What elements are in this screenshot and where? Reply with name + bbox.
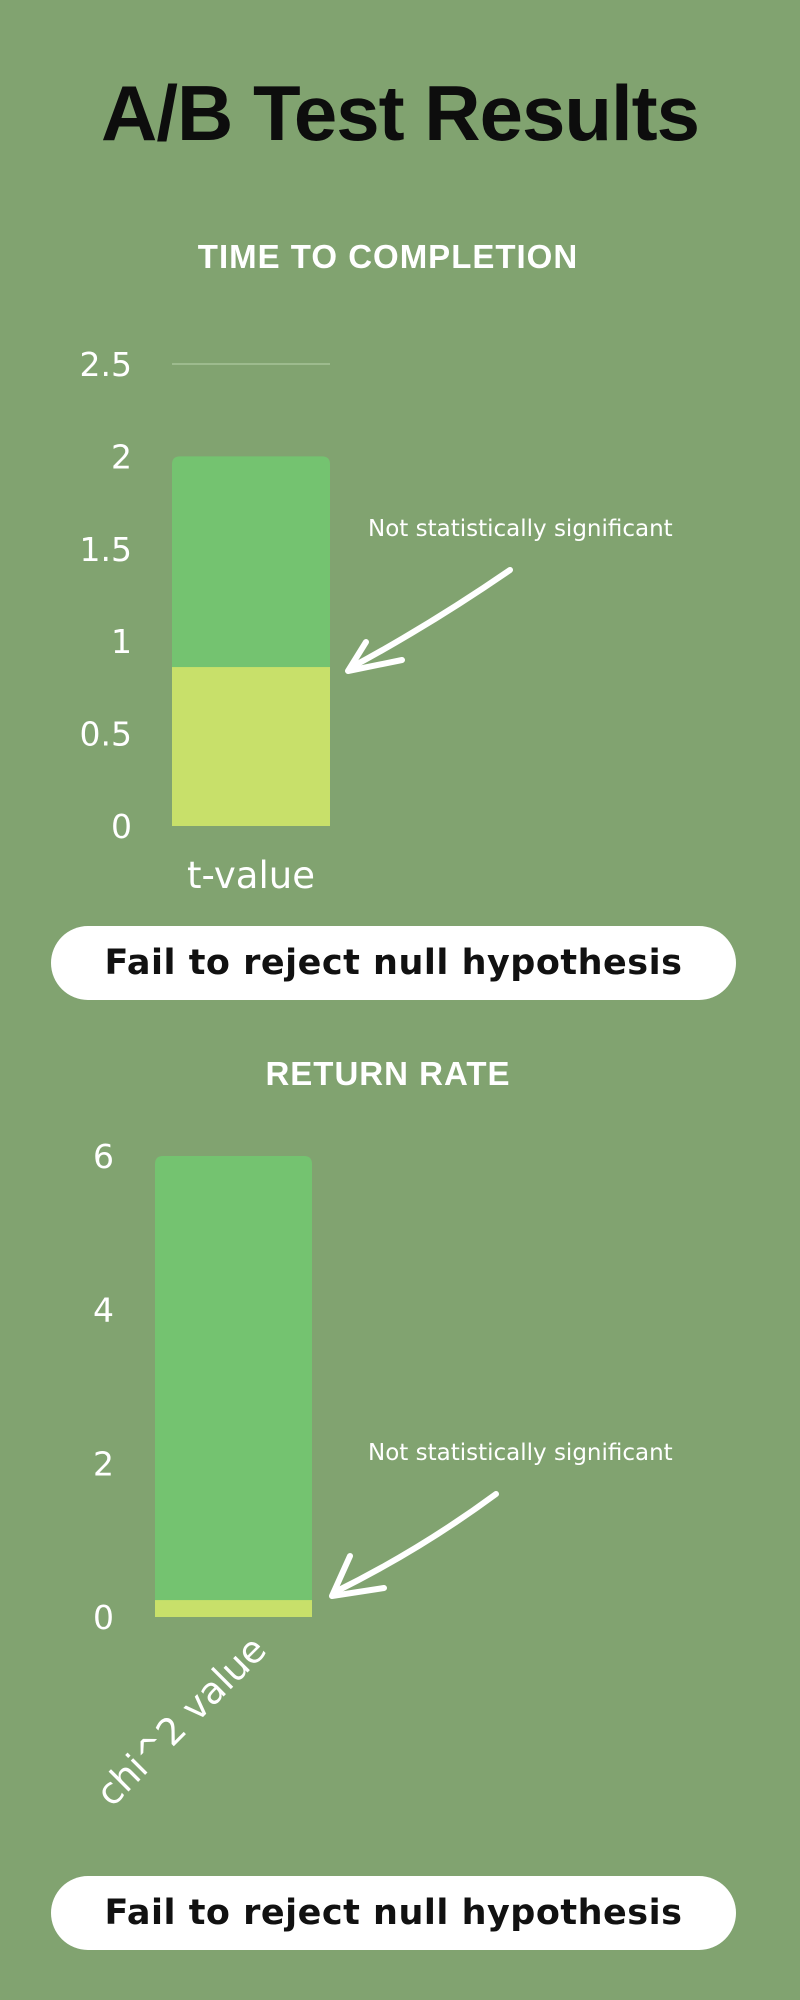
arrow-icon: [347, 567, 513, 671]
y-tick-label: 0.5: [80, 715, 132, 754]
bar-value: [155, 1600, 312, 1617]
page-title: A/B Test Results: [100, 69, 700, 157]
y-tick-label: 2.5: [80, 345, 132, 384]
arrowhead-icon: [329, 1553, 387, 1599]
conclusion-badge-return-rate: Fail to reject null hypothesis: [51, 1876, 736, 1950]
y-tick-label: 1: [111, 622, 132, 661]
annotation-text: Not statistically significant: [368, 1440, 673, 1466]
conclusion-text: Fail to reject null hypothesis: [104, 943, 683, 983]
section-title-return-rate: RETURN RATE: [265, 1055, 511, 1092]
arrow-icon: [332, 1491, 499, 1595]
y-tick-label: 2: [93, 1444, 114, 1483]
x-category-label: t-value: [187, 854, 315, 897]
chart-time-to-completion: 0 0.5 1 1.5 2 2.5 t-value Not statistically sig…: [80, 345, 673, 897]
y-tick-label: 1.5: [80, 530, 132, 569]
chart-return-rate: 0 2 4 6 chi^2 value Not statistically signifi…: [88, 1137, 673, 1815]
conclusion-text: Fail to reject null hypothesis: [104, 1893, 683, 1933]
y-tick-label: 0: [93, 1598, 114, 1637]
y-tick-label: 2: [111, 437, 132, 476]
bar-total: [155, 1156, 312, 1617]
annotation-text: Not statistically significant: [368, 516, 673, 542]
bar-value: [172, 667, 330, 826]
section-title-time-to-completion: TIME TO COMPLETION: [197, 238, 579, 275]
y-tick-label: 6: [93, 1137, 114, 1176]
y-tick-label: 0: [111, 807, 132, 846]
x-category-label: chi^2 value: [88, 1628, 275, 1815]
conclusion-badge-time-to-completion: Fail to reject null hypothesis: [51, 926, 736, 1000]
arrowhead-icon: [345, 639, 405, 674]
y-tick-label: 4: [93, 1291, 114, 1330]
